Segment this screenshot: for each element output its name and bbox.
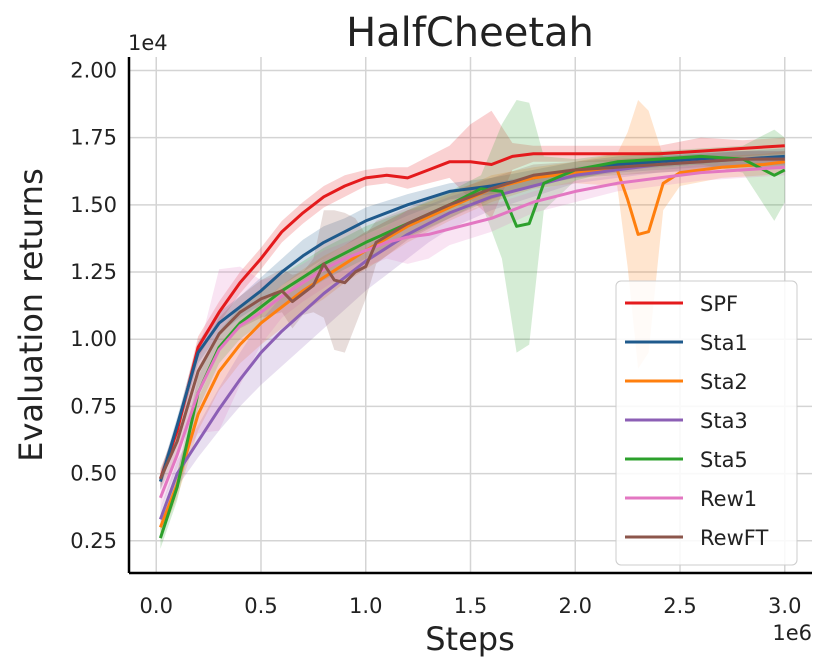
x-tick-label: 1.0 — [349, 594, 382, 618]
axes — [127, 57, 812, 575]
legend-label-sta2: Sta2 — [700, 370, 748, 394]
x-tick-label: 2.5 — [663, 594, 696, 618]
legend-label-sta1: Sta1 — [700, 331, 748, 355]
band-sta1 — [160, 148, 785, 490]
chart-title: HalfCheetah — [346, 10, 594, 56]
x-tick-label: 3.0 — [768, 594, 801, 618]
y-scale-label: 1e4 — [128, 31, 168, 55]
legend-label-sta3: Sta3 — [700, 409, 748, 433]
y-tick-label: 1.00 — [70, 327, 117, 351]
x-scale-label: 1e6 — [772, 621, 812, 645]
y-tick-label: 1.25 — [70, 260, 117, 284]
tick-labels: 0.0 0.5 1.0 1.5 2.0 2.5 3.0 0.25 0.50 0.75 1.00 1.2… — [70, 58, 801, 618]
y-tick-label: 1.50 — [70, 193, 117, 217]
legend: SPF Sta1 Sta2 Sta3 Sta5 Rew1 RewFT — [615, 280, 798, 566]
x-axis-label: Steps — [425, 620, 515, 658]
x-tick-label: 0.0 — [140, 594, 173, 618]
series-line-sta2 — [159, 160, 785, 528]
x-tick-label: 1.5 — [454, 594, 487, 618]
band-rew1 — [160, 159, 785, 509]
series-line-spf — [158, 144, 785, 480]
legend-label-rewft: RewFT — [700, 526, 768, 550]
y-tick-label: 0.50 — [70, 462, 117, 486]
band-sta3 — [160, 151, 785, 530]
y-tick-label: 0.75 — [70, 394, 117, 418]
series-line-rewft — [159, 157, 785, 480]
legend-label-sta5: Sta5 — [700, 448, 748, 472]
legend-label-spf: SPF — [700, 292, 738, 316]
series-line-sta1 — [158, 154, 785, 483]
legend-box — [615, 280, 798, 566]
band-sta2 — [160, 100, 785, 539]
x-tick-label: 0.5 — [244, 594, 277, 618]
y-tick-label: 2.00 — [70, 58, 117, 82]
series-line-rew1 — [159, 165, 785, 499]
legend-label-rew1: Rew1 — [700, 487, 757, 511]
y-tick-label: 1.75 — [70, 126, 117, 150]
series-line-sta3 — [158, 157, 785, 520]
y-tick-label: 0.25 — [70, 529, 117, 553]
band-spf — [160, 110, 785, 488]
series-lines — [158, 144, 786, 539]
x-tick-label: 2.0 — [559, 594, 592, 618]
y-axis-label: Evaluation returns — [12, 168, 50, 462]
